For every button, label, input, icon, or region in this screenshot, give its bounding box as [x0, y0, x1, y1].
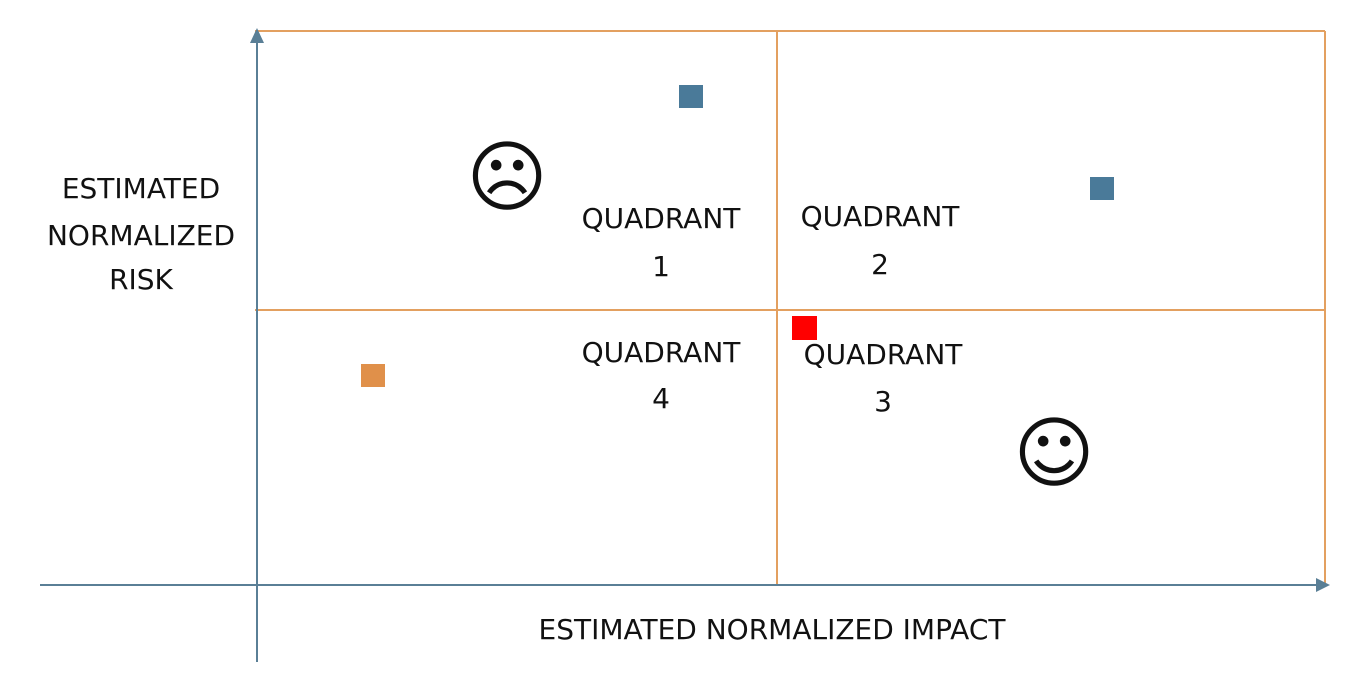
quadrant-2-title: QUADRANT: [801, 200, 961, 233]
quadrant-4-title: QUADRANT: [582, 336, 742, 369]
y-axis-arrowhead: [250, 28, 264, 43]
quadrant-2-number: 2: [871, 248, 889, 281]
quadrant-4-number: 4: [652, 382, 670, 415]
quadrant-3-title: QUADRANT: [804, 338, 964, 371]
y-axis-label-line-1: ESTIMATED: [62, 172, 220, 205]
marker-blue-q2: [1090, 177, 1114, 200]
quadrant-3-number: 3: [874, 385, 892, 418]
marker-red-center: [792, 316, 817, 340]
quadrant-1-number: 1: [652, 250, 670, 283]
x-axis-label: ESTIMATED NORMALIZED IMPACT: [539, 613, 1007, 646]
y-axis-label-line-2: NORMALIZED: [47, 219, 235, 252]
x-axis-arrowhead: [1316, 578, 1330, 592]
quadrant-grid: [255, 30, 1326, 585]
sad-face-icon: ☹: [466, 133, 547, 223]
axes: [40, 36, 1322, 662]
y-axis-label-line-3: RISK: [109, 263, 173, 296]
marker-orange-q4: [361, 364, 385, 387]
quadrant-1-title: QUADRANT: [582, 202, 742, 235]
marker-blue-q1: [679, 85, 703, 108]
happy-face-icon: ☺: [1013, 409, 1094, 499]
